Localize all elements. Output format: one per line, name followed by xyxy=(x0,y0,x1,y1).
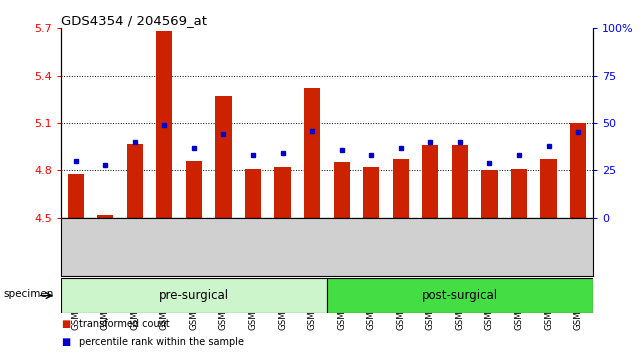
Bar xyxy=(215,96,231,218)
Bar xyxy=(186,161,202,218)
Text: transformed count: transformed count xyxy=(79,319,170,329)
Bar xyxy=(304,88,320,218)
Bar xyxy=(481,170,497,218)
Bar xyxy=(61,278,327,313)
Bar xyxy=(127,143,143,218)
Text: ■: ■ xyxy=(61,337,70,347)
Bar xyxy=(570,123,587,218)
Text: GDS4354 / 204569_at: GDS4354 / 204569_at xyxy=(61,14,207,27)
Bar xyxy=(452,145,468,218)
Bar xyxy=(511,169,527,218)
Bar xyxy=(245,169,261,218)
Bar xyxy=(363,167,379,218)
Bar xyxy=(97,215,113,218)
Bar xyxy=(540,159,557,218)
Text: pre-surgical: pre-surgical xyxy=(159,289,229,302)
Text: post-surgical: post-surgical xyxy=(422,289,498,302)
Text: percentile rank within the sample: percentile rank within the sample xyxy=(79,337,244,347)
Bar xyxy=(422,145,438,218)
Bar xyxy=(156,32,172,218)
Bar xyxy=(274,167,291,218)
Bar xyxy=(327,278,593,313)
Text: ■: ■ xyxy=(61,319,70,329)
Bar xyxy=(67,173,84,218)
Bar xyxy=(333,162,350,218)
Text: specimen: specimen xyxy=(3,289,53,299)
Bar xyxy=(393,159,409,218)
